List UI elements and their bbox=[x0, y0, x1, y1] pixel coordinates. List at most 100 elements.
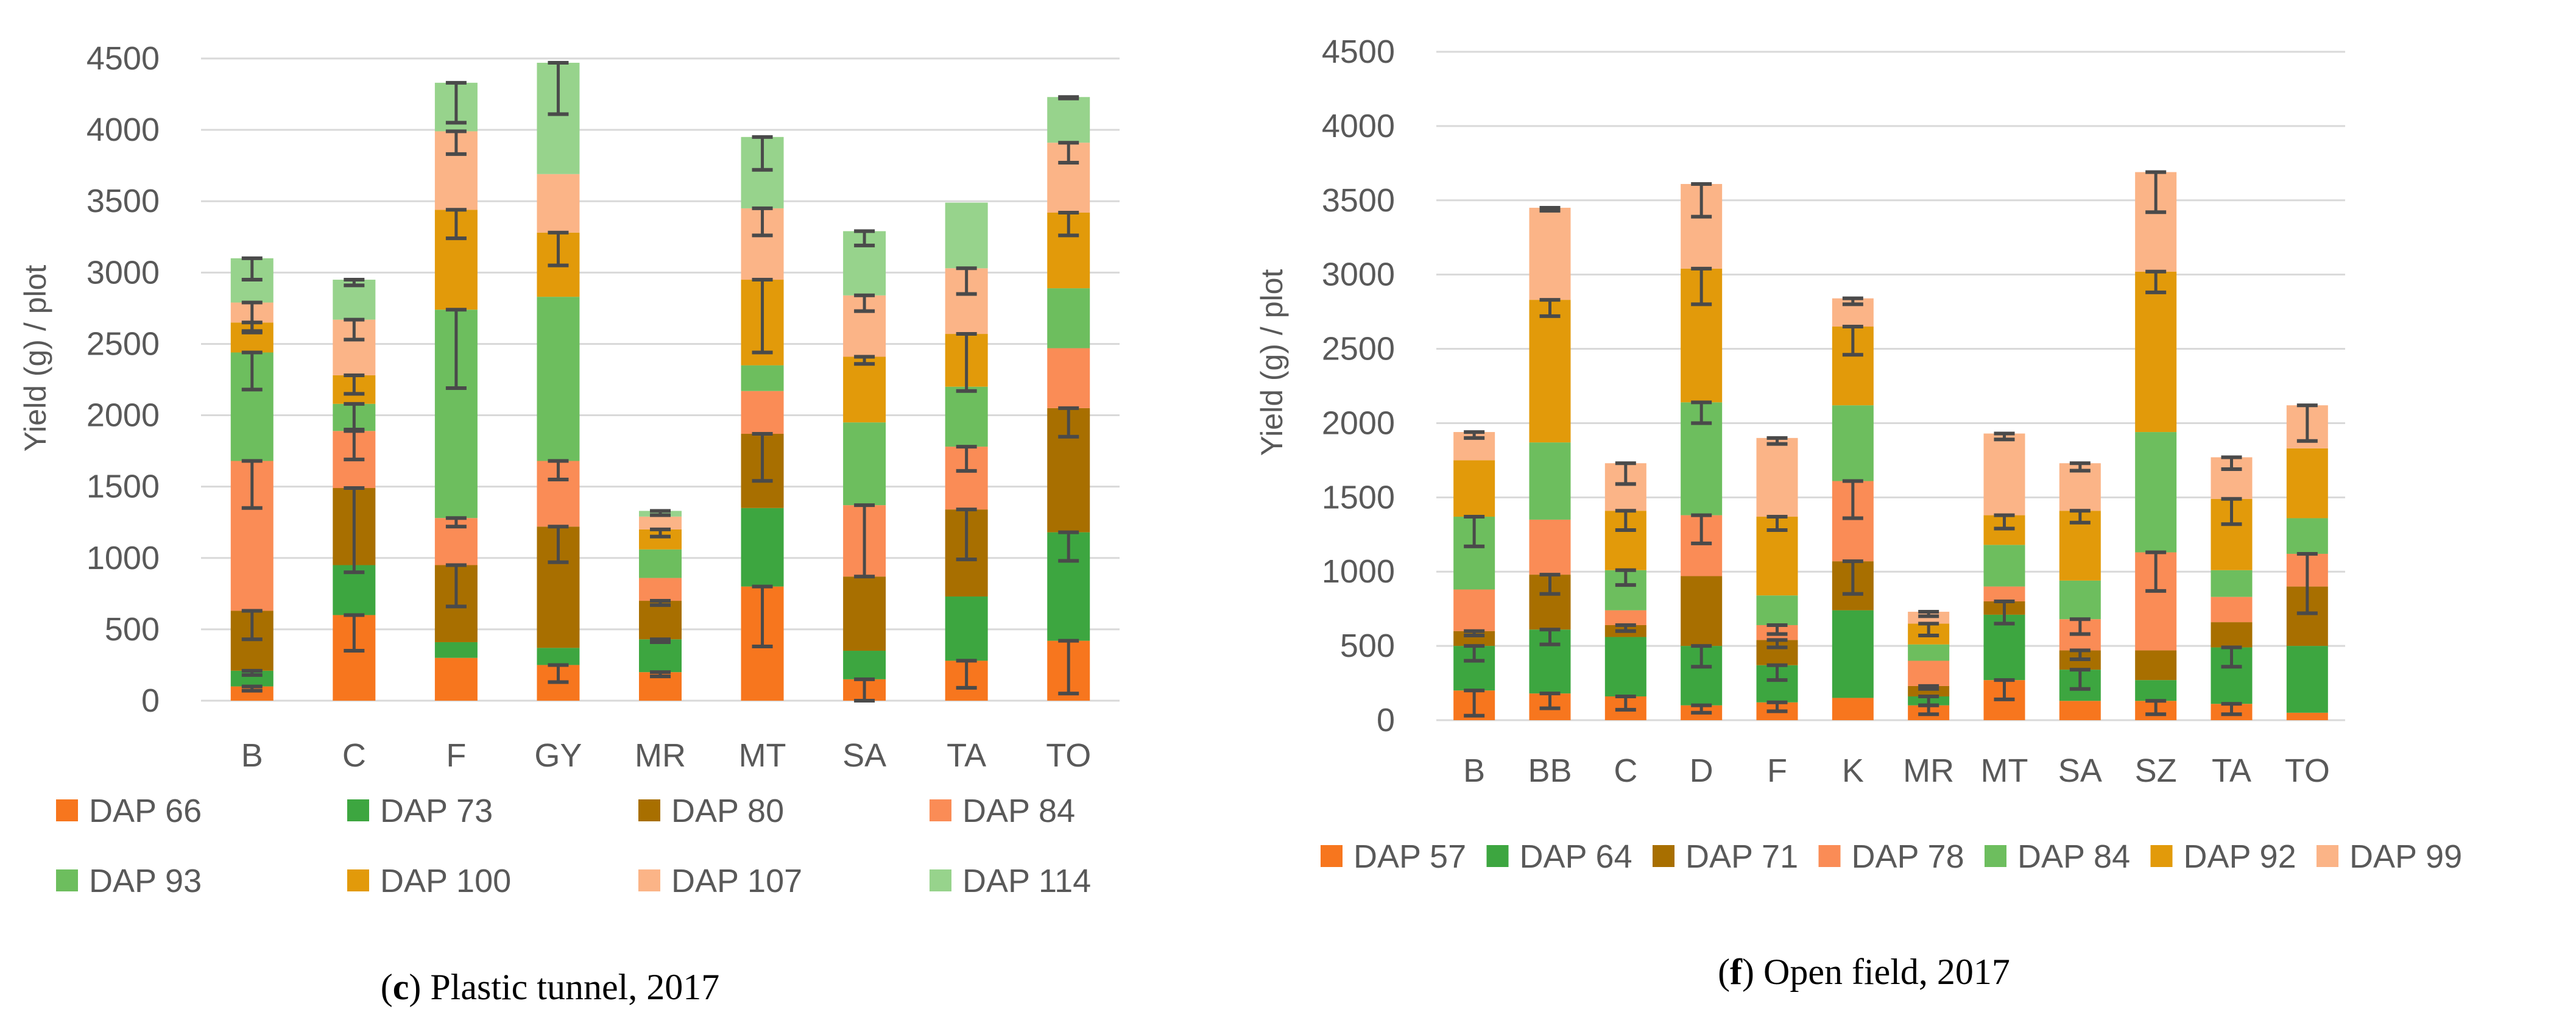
error-bar bbox=[1615, 461, 1636, 486]
error-bar bbox=[445, 308, 467, 391]
bar-segment bbox=[2135, 680, 2177, 701]
error-bar bbox=[1994, 678, 2015, 701]
bar-segment bbox=[2286, 646, 2328, 713]
error-bar bbox=[752, 135, 773, 172]
error-bar bbox=[2221, 497, 2242, 526]
legend-swatch bbox=[56, 869, 78, 891]
y-tick-label: 1500 bbox=[1322, 479, 1395, 515]
legend-swatch bbox=[2150, 845, 2173, 867]
legend-swatch bbox=[638, 869, 660, 891]
bar-segment bbox=[945, 386, 988, 447]
error-bar bbox=[1994, 431, 2015, 442]
error-bar bbox=[2145, 699, 2167, 717]
caption: (f) Open field, 2017 bbox=[1718, 952, 2010, 992]
bar-segment bbox=[2286, 518, 2328, 554]
x-tick-label: TO bbox=[2285, 752, 2330, 789]
error-bar bbox=[752, 206, 773, 238]
caption-letter: f bbox=[1730, 952, 1743, 992]
error-bar bbox=[1918, 684, 1939, 691]
legend-swatch bbox=[638, 799, 660, 821]
error-bar bbox=[956, 659, 977, 690]
bar-segment bbox=[1983, 545, 2025, 587]
legend-label: DAP 64 bbox=[1520, 838, 1632, 875]
legend-item: DAP 84 bbox=[930, 793, 1075, 829]
error-bar bbox=[1842, 324, 1863, 357]
caption: (c) Plastic tunnel, 2017 bbox=[381, 967, 720, 1007]
y-tick-label: 3500 bbox=[86, 183, 160, 219]
bar-segment bbox=[1453, 589, 1495, 631]
caption-text: Plastic tunnel, 2017 bbox=[430, 967, 719, 1007]
error-bar bbox=[2145, 269, 2167, 294]
error-bar bbox=[854, 293, 875, 313]
caption-letter: c bbox=[393, 967, 409, 1007]
error-bar bbox=[1058, 406, 1079, 439]
error-bar bbox=[445, 129, 467, 156]
x-tick-labels: B C F GY MR MT SA TA TO bbox=[241, 737, 1091, 774]
bar-segment bbox=[1047, 348, 1090, 408]
y-tick-label: 4000 bbox=[86, 112, 160, 148]
error-bar bbox=[1464, 688, 1485, 718]
legend-swatch bbox=[1653, 845, 1674, 867]
legend-swatch bbox=[347, 799, 369, 821]
legend-label: DAP 57 bbox=[1353, 838, 1466, 875]
error-bar bbox=[344, 278, 365, 288]
bar-segment bbox=[1047, 288, 1090, 349]
legend-item: DAP 80 bbox=[638, 793, 784, 829]
legend-label: DAP 99 bbox=[2349, 838, 2462, 875]
legend-swatch bbox=[930, 799, 951, 821]
x-tick-label: TA bbox=[2212, 752, 2251, 789]
error-bar bbox=[1691, 266, 1712, 306]
error-bar bbox=[2221, 702, 2242, 717]
error-bar bbox=[2221, 455, 2242, 472]
error-bars bbox=[1464, 170, 2318, 718]
error-bar bbox=[650, 637, 671, 644]
bar-segment bbox=[1529, 442, 1571, 520]
bar-segment bbox=[1832, 698, 1874, 720]
y-tick-label: 3000 bbox=[1322, 257, 1395, 293]
legend-label: DAP 73 bbox=[380, 793, 493, 829]
error-bar bbox=[1058, 639, 1079, 696]
error-bar bbox=[1691, 703, 1712, 715]
bar-segment bbox=[639, 578, 682, 601]
bar-segment bbox=[2211, 596, 2253, 623]
legend-label: DAP 78 bbox=[1852, 838, 1964, 875]
error-bar bbox=[854, 355, 875, 366]
error-bar bbox=[445, 516, 467, 529]
bar-segment bbox=[537, 174, 580, 233]
error-bar bbox=[1058, 210, 1079, 238]
x-tick-label: D bbox=[1690, 752, 1713, 789]
bar-segment bbox=[1983, 614, 2025, 681]
y-axis-title: Yield (g) / plot bbox=[18, 265, 52, 452]
error-bar bbox=[1766, 515, 1788, 532]
y-tick-label: 500 bbox=[1340, 628, 1395, 664]
bar-segment bbox=[434, 642, 478, 658]
error-bar bbox=[1842, 296, 1863, 306]
bar-segment bbox=[2286, 712, 2328, 720]
error-bar bbox=[548, 61, 569, 116]
error-bar bbox=[956, 266, 977, 296]
error-bar bbox=[1918, 694, 1939, 707]
error-bar bbox=[445, 208, 467, 241]
legend-swatch bbox=[347, 869, 369, 891]
error-bar bbox=[2221, 645, 2242, 669]
error-bar bbox=[344, 317, 365, 342]
error-bar bbox=[1539, 298, 1561, 318]
error-bar bbox=[1766, 436, 1788, 446]
error-bar bbox=[2069, 648, 2091, 662]
legend-item: DAP 92 bbox=[2150, 838, 2296, 875]
y-tick-label: 2000 bbox=[86, 397, 160, 434]
bar-segment bbox=[2059, 580, 2101, 620]
legend-swatch bbox=[1985, 845, 2006, 867]
legend-item: DAP 57 bbox=[1321, 838, 1466, 875]
bar-segment bbox=[639, 549, 682, 578]
error-bar bbox=[548, 663, 569, 684]
error-bar bbox=[1615, 568, 1636, 587]
error-bar bbox=[1691, 400, 1712, 425]
bar-segment bbox=[1756, 595, 1798, 625]
error-bar bbox=[1615, 509, 1636, 532]
y-tick-label: 1500 bbox=[86, 469, 160, 505]
error-bar bbox=[548, 459, 569, 481]
error-bar bbox=[1539, 573, 1561, 596]
legend-item: DAP 107 bbox=[638, 863, 802, 899]
x-tick-label: GY bbox=[534, 737, 582, 774]
